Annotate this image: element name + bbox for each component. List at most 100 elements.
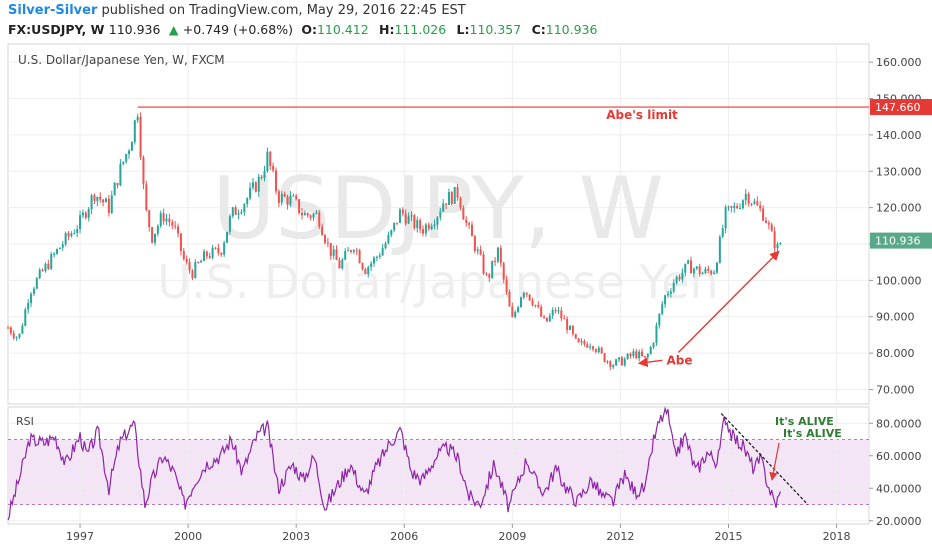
candle-body	[557, 310, 560, 312]
candle-body	[344, 251, 347, 260]
open-value: 110.412	[316, 22, 369, 37]
candle-body	[684, 263, 687, 273]
candle-body	[168, 218, 171, 223]
candle-body	[736, 205, 739, 208]
chart-header: Silver-Silver published on TradingView.c…	[0, 0, 932, 44]
candle-body	[456, 187, 459, 198]
candle-body	[18, 333, 21, 338]
candle-body	[387, 234, 390, 244]
candle-body	[228, 216, 231, 232]
symbol-label: FX:USDJPY, W	[8, 22, 105, 37]
candle-body	[249, 187, 252, 199]
time-tick-label: 2018	[823, 530, 851, 543]
candle-body	[447, 192, 450, 205]
candle-body	[713, 272, 716, 274]
candle-body	[600, 347, 603, 354]
candle-body	[692, 268, 695, 274]
candle-body	[355, 250, 358, 252]
candle-body	[272, 165, 275, 171]
candle-body	[560, 310, 563, 319]
candle-body	[50, 254, 53, 269]
high-value: 111.026	[394, 22, 447, 37]
close-value: 110.936	[545, 22, 598, 37]
candle-body	[401, 209, 404, 214]
candle-body	[133, 120, 136, 143]
candle-body	[234, 207, 237, 215]
candle-body	[148, 210, 151, 228]
candle-body	[727, 206, 730, 208]
candle-body	[739, 207, 742, 209]
candle-body	[191, 270, 194, 279]
candle-body	[479, 249, 482, 255]
candle-body	[704, 268, 707, 273]
candle-body	[125, 154, 128, 162]
candle-body	[179, 233, 182, 251]
candle-body	[214, 247, 217, 249]
candle-body	[280, 193, 283, 203]
candle-body	[107, 198, 110, 213]
alive-label-2: It's ALIVE	[783, 427, 842, 440]
candle-body	[182, 250, 185, 260]
candle-body	[534, 304, 537, 306]
rsi-trendline	[720, 413, 809, 505]
time-tick-label: 2009	[498, 530, 526, 543]
candle-body	[473, 236, 476, 251]
candle-body	[485, 273, 488, 275]
candle-body	[690, 260, 693, 274]
candle-body	[44, 263, 47, 272]
candle-body	[643, 356, 646, 358]
candle-body	[505, 279, 508, 292]
rsi-tick-label: 60.0000	[876, 450, 922, 463]
candle-body	[517, 307, 520, 312]
candle-body	[361, 263, 364, 270]
candle-body	[27, 303, 30, 310]
candle-body	[664, 295, 667, 305]
candle-body	[367, 266, 370, 274]
candle-body	[375, 256, 378, 258]
candle-body	[626, 353, 629, 360]
candle-body	[658, 313, 661, 326]
candle-body	[603, 353, 606, 362]
candle-body	[246, 198, 249, 205]
last-price-tag	[870, 232, 932, 249]
candle-body	[747, 193, 750, 204]
candle-body	[283, 193, 286, 197]
candle-body	[767, 222, 770, 225]
candle-body	[422, 229, 425, 234]
candle-body	[540, 306, 543, 317]
price-tick-label: 140.000	[876, 129, 922, 142]
candle-body	[554, 309, 557, 312]
candle-body	[202, 251, 205, 261]
candle-body	[76, 229, 79, 233]
candle-body	[21, 325, 24, 334]
candle-body	[646, 354, 649, 358]
candle-body	[217, 248, 220, 253]
close-label: C:	[531, 22, 546, 37]
candle-body	[635, 351, 638, 359]
candle-body	[370, 263, 373, 267]
candle-body	[632, 351, 635, 356]
candle-body	[551, 309, 554, 316]
candle-body	[468, 223, 471, 225]
candle-body	[606, 361, 609, 363]
candle-body	[759, 205, 762, 209]
candle-body	[162, 213, 165, 222]
candle-body	[612, 365, 615, 367]
candle-body	[38, 269, 41, 279]
candle-body	[194, 262, 197, 279]
candle-body	[156, 225, 159, 234]
candle-body	[436, 217, 439, 225]
candle-body	[701, 272, 704, 275]
candle-body	[24, 309, 27, 326]
candle-body	[669, 291, 672, 294]
author-link[interactable]: Silver-Silver	[8, 3, 98, 18]
candle-body	[563, 318, 566, 320]
candle-body	[592, 346, 595, 350]
candle-body	[378, 255, 381, 257]
candle-body	[286, 196, 289, 205]
low-label: L:	[456, 22, 470, 37]
low-value: 110.357	[469, 22, 522, 37]
candle-body	[315, 212, 318, 214]
candle-body	[687, 260, 690, 264]
